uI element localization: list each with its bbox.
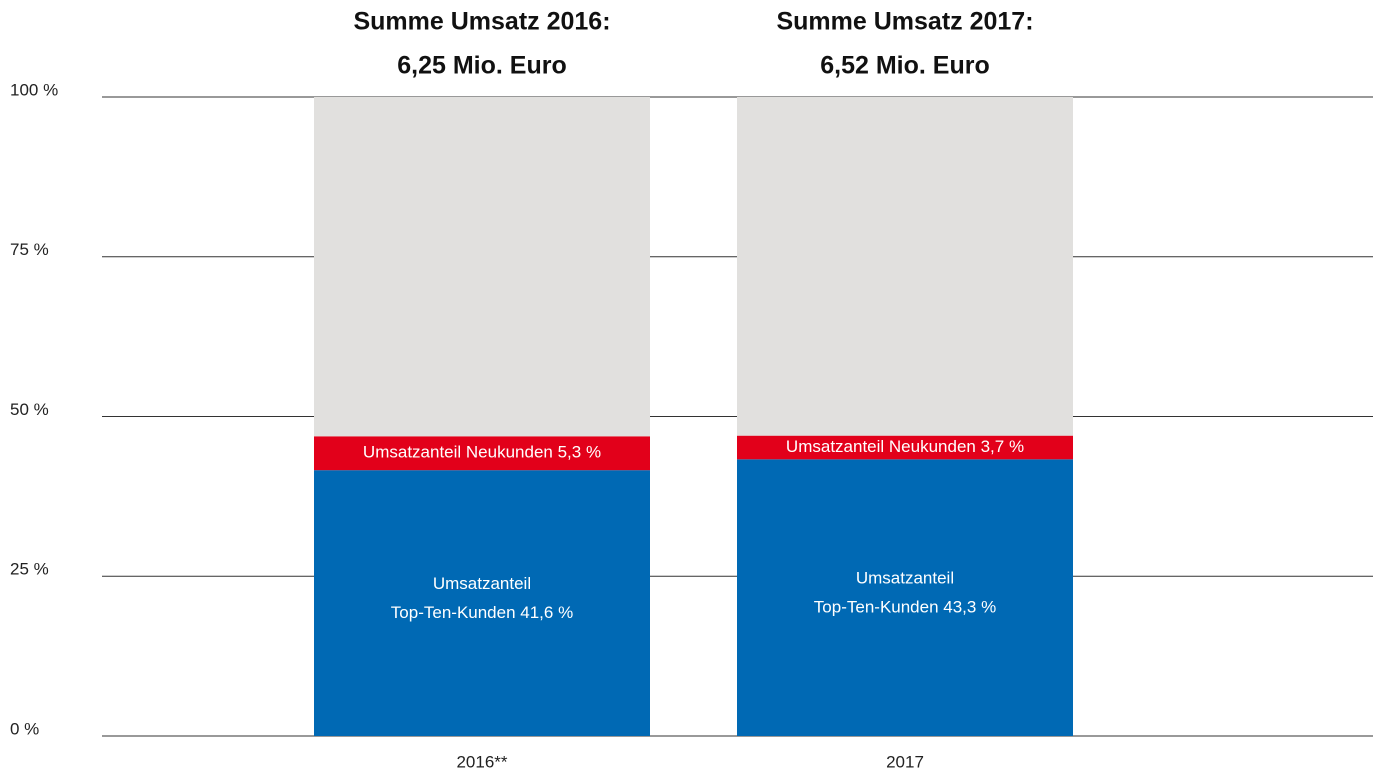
y-tick-label: 0 % xyxy=(10,719,39,738)
x-tick-label: 2016** xyxy=(456,752,507,771)
bar-segment xyxy=(314,97,650,437)
value-label: Umsatzanteil xyxy=(433,574,531,593)
value-label: Top-Ten-Kunden 41,6 % xyxy=(391,603,573,622)
column-title: Summe Umsatz 2017: xyxy=(776,8,1033,36)
bar-segment xyxy=(737,97,1073,436)
x-tick-label: 2017 xyxy=(886,752,924,771)
value-label: Umsatzanteil xyxy=(856,569,954,588)
column-title: 6,52 Mio. Euro xyxy=(820,52,989,80)
column-title: 6,25 Mio. Euro xyxy=(397,52,566,80)
bar-segment xyxy=(737,459,1073,736)
value-label: Top-Ten-Kunden 43,3 % xyxy=(814,598,996,617)
column-title: Summe Umsatz 2016: xyxy=(353,8,610,36)
y-tick-label: 25 % xyxy=(10,560,49,579)
value-label: Umsatzanteil Neukunden 5,3 % xyxy=(363,443,601,462)
y-tick-label: 50 % xyxy=(10,400,49,419)
value-label: Umsatzanteil Neukunden 3,7 % xyxy=(786,437,1024,456)
bar-segment xyxy=(314,436,650,471)
y-tick-label: 75 % xyxy=(10,240,49,259)
y-tick-label: 100 % xyxy=(10,80,58,99)
bar-segment xyxy=(737,435,1073,460)
bar-segment xyxy=(314,470,650,736)
